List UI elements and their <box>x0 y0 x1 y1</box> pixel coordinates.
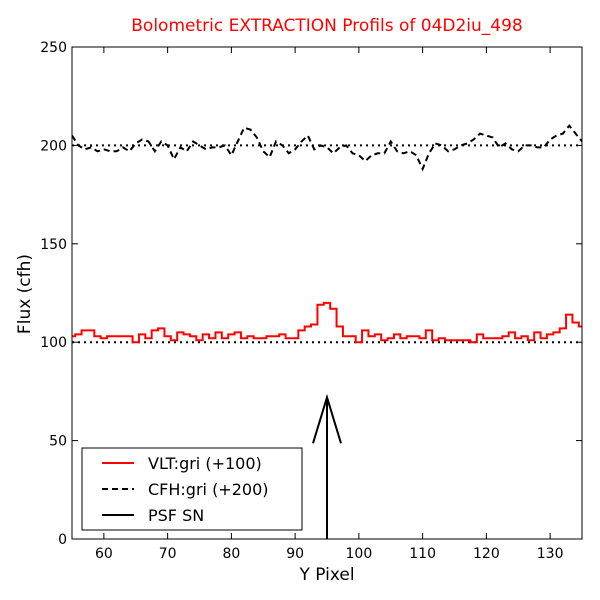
x-tick-label-60: 60 <box>95 546 113 562</box>
y-tick-label-150: 150 <box>40 237 67 253</box>
y-tick-label-100: 100 <box>40 335 67 351</box>
x-tick-label-80: 80 <box>222 546 240 562</box>
y-tick-label-200: 200 <box>40 138 67 154</box>
y-axis-label: Flux (cfh) <box>15 254 35 334</box>
psf-arrow-head <box>312 393 342 444</box>
legend-entry-psf-label: PSF SN <box>148 506 204 525</box>
legend-entry-vlt-label: VLT:gri (+100) <box>148 454 262 473</box>
x-tick-label-130: 130 <box>537 546 564 562</box>
x-axis-label: Y Pixel <box>298 565 354 585</box>
x-tick-label-70: 70 <box>159 546 177 562</box>
plot-content <box>72 124 582 539</box>
axes-frame <box>71 46 583 540</box>
y-tick-label-0: 0 <box>58 532 67 548</box>
x-tick-label-110: 110 <box>409 546 436 562</box>
x-tick-label-120: 120 <box>473 546 500 562</box>
series-line-vlt <box>72 301 582 344</box>
y-tick-label-50: 50 <box>49 434 67 450</box>
series-line-cfh <box>72 124 582 172</box>
x-tick-label-100: 100 <box>346 546 373 562</box>
y-tick-label-250: 250 <box>40 40 67 56</box>
legend-entry-cfh-label: CFH:gri (+200) <box>148 480 269 499</box>
plot-area <box>72 124 582 539</box>
legend: VLT:gri (+100) CFH:gri (+200) PSF SN <box>81 447 303 531</box>
axes: 60 70 80 90 100 110 120 130 0 50 100 150 200 250 <box>40 40 583 562</box>
chart-title: Bolometric EXTRACTION Profils of 04D2iu_… <box>131 16 522 36</box>
x-tick-label-90: 90 <box>286 546 304 562</box>
legend-box <box>81 447 303 531</box>
